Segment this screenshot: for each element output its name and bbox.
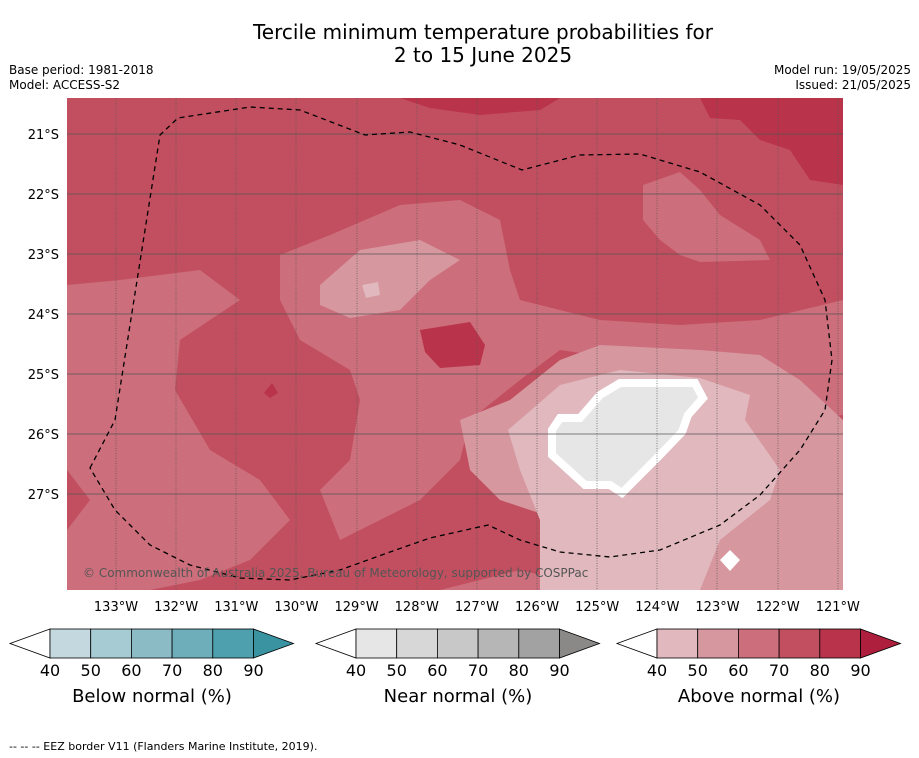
longitude-label: 130°W (274, 600, 318, 615)
base-period: Base period: 1981-2018 (9, 63, 154, 77)
colorbar-tick-label: 40 (40, 661, 60, 680)
latitude-label: 26°S (28, 428, 59, 443)
colorbar-tick-label: 80 (509, 661, 529, 680)
latitude-label: 27°S (28, 488, 59, 503)
title-line-1: Tercile minimum temperature probabilitie… (252, 20, 714, 44)
model-name: Model: ACCESS-S2 (9, 78, 121, 92)
colorbar-tick-label: 40 (346, 661, 366, 680)
colorbar-tick-label: 70 (468, 661, 488, 680)
colorbar-min-extension (314, 628, 357, 659)
latitude-label: 23°S (28, 248, 59, 263)
colorbar-segment (171, 628, 214, 659)
longitude-label: 131°W (214, 600, 258, 615)
model-run: Model run: 19/05/2025 (773, 63, 911, 77)
latitude-label: 25°S (28, 368, 59, 383)
longitude-label: 133°W (94, 600, 138, 615)
contour-60-70-west (67, 270, 290, 590)
longitude-gridlines (115, 98, 839, 590)
issued-date: Issued: 21/05/2025 (795, 78, 911, 92)
colorbar-segment (518, 628, 560, 659)
colorbar-max-extension (559, 628, 601, 659)
colorbar: 40 50 60 70 80 90 (8, 628, 295, 680)
colorbar-segment (697, 628, 739, 659)
below-normal-label: Below normal (%) (72, 686, 232, 707)
colorbar-segment (355, 628, 398, 659)
colorbar: 40 50 60 70 80 90 (615, 628, 902, 680)
colorbar-tick-label: 60 (427, 661, 447, 680)
colorbar-tick-label: 80 (810, 661, 830, 680)
colorbar-tick-label: 60 (728, 661, 748, 680)
colorbar-segment (819, 628, 861, 659)
colorbar-tick-label: 80 (203, 661, 223, 680)
colorbars: 40 50 60 70 80 90 40 50 60 70 80 90 40 50 60 70 80 90 (8, 628, 902, 680)
contour-60-70-northeast (643, 172, 770, 262)
colorbar-segment (477, 628, 520, 659)
colorbar-segment (738, 628, 780, 659)
latitude-gridlines (67, 133, 843, 495)
colorbar-tick-label: 50 (81, 661, 101, 680)
latitude-labels: 21°S 22°S 23°S 24°S 25°S 26°S 27°S (28, 128, 59, 503)
colorbar-segment (656, 628, 699, 659)
latitude-label: 21°S (28, 128, 59, 143)
longitude-label: 128°W (395, 600, 439, 615)
colorbar-segment (49, 628, 92, 659)
colorbar-tick-label: 60 (121, 661, 141, 680)
colorbar-segment (396, 628, 438, 659)
colorbar-segment (212, 628, 254, 659)
colorbar-tick-label: 50 (387, 661, 407, 680)
contour-80-90-top (400, 98, 560, 115)
colorbar-segment (778, 628, 821, 659)
white-speck (720, 550, 740, 571)
contour-80-90 (700, 98, 843, 185)
colorbar-segment (436, 628, 479, 659)
longitude-label: 122°W (756, 600, 800, 615)
eez-legend-footer: -- -- -- EEZ border V11 (Flanders Marine… (9, 740, 318, 753)
colorbar-tick-label: 90 (850, 661, 870, 680)
title-line-2: 2 to 15 June 2025 (393, 43, 573, 67)
copyright-text: © Commonwealth of Australia 2025, Bureau… (83, 566, 588, 580)
longitude-label: 127°W (455, 600, 499, 615)
above-normal-label: Above normal (%) (677, 686, 841, 707)
longitude-labels: 133°W 132°W 131°W 130°W 129°W 128°W 127°W 126°W… (94, 600, 860, 615)
colorbar-segment (90, 628, 132, 659)
contour-40-50-small (362, 282, 380, 298)
longitude-label: 126°W (515, 600, 559, 615)
longitude-label: 123°W (695, 600, 739, 615)
longitude-label: 125°W (575, 600, 619, 615)
longitude-label: 132°W (154, 600, 198, 615)
colorbar-max-extension (253, 628, 295, 659)
colorbar-tick-label: 90 (549, 661, 569, 680)
longitude-label: 129°W (335, 600, 379, 615)
colorbar-max-extension (860, 628, 902, 659)
colorbar: 40 50 60 70 80 90 (314, 628, 601, 680)
longitude-label: 121°W (816, 600, 860, 615)
colorbar-tick-label: 90 (243, 661, 263, 680)
colorbar-min-extension (615, 628, 658, 659)
colorbar-segment (130, 628, 173, 659)
colorbar-tick-label: 70 (769, 661, 789, 680)
contour-80-90-speck (264, 383, 278, 398)
contour-80-90-patch (420, 322, 485, 368)
latitude-label: 24°S (28, 308, 59, 323)
eez-border (89, 106, 833, 581)
colorbar-tick-label: 50 (688, 661, 708, 680)
colorbar-min-extension (8, 628, 51, 659)
contour-50-60-northwest (320, 240, 460, 318)
colorbar-tick-label: 70 (162, 661, 182, 680)
longitude-label: 124°W (635, 600, 679, 615)
map-contours: © Commonwealth of Australia 2025, Bureau… (67, 98, 843, 590)
latitude-label: 22°S (28, 188, 59, 203)
near-normal-label: Near normal (%) (383, 686, 533, 707)
colorbar-tick-label: 40 (647, 661, 667, 680)
near-normal-patch (548, 379, 708, 499)
